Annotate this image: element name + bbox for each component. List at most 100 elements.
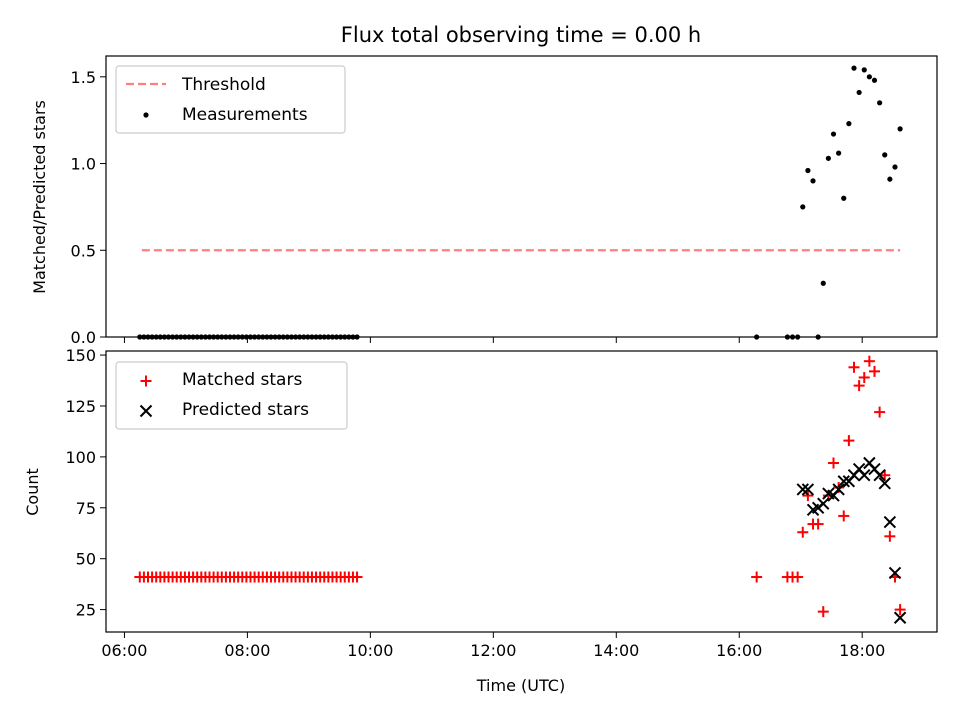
matched-star-point: [853, 380, 865, 392]
matched-star-point: [843, 435, 855, 447]
measurement-point: [846, 121, 852, 127]
bottom-ytick-label: 25: [76, 601, 96, 620]
matched-star-point: [797, 526, 809, 538]
top-ytick-label: 1.5: [71, 68, 96, 87]
measurement-point: [170, 334, 176, 340]
matched-star-point: [894, 604, 906, 616]
matched-star-point: [828, 457, 840, 469]
measurement-point: [877, 100, 883, 106]
matched-star-point: [812, 518, 824, 530]
predicted-star-point: [796, 483, 809, 496]
measurement-point: [206, 334, 213, 340]
bottom-xtick-label: 08:00: [224, 641, 270, 660]
measurement-point: [153, 334, 159, 340]
legend-measurements-label: Measurements: [182, 105, 308, 125]
legend-matched-label: Matched stars: [182, 370, 302, 390]
measurement-point: [321, 334, 327, 340]
measurement-point: [272, 334, 278, 340]
matched-star-point: [792, 571, 804, 583]
bottom-ytick-label: 125: [65, 397, 96, 416]
predicted-star-point: [883, 515, 897, 529]
measurement-point: [841, 195, 847, 201]
top-panel: 0.0 0.5 1.0 1.5 Matched/Predicted stars Thr…: [30, 55, 938, 347]
measurement-point: [145, 334, 151, 340]
measurement-point: [223, 334, 229, 340]
legend-predicted-swatch: [139, 404, 153, 418]
measurement-point: [815, 334, 821, 340]
bottom-ytick-label: 100: [65, 448, 96, 467]
measurement-point: [178, 334, 184, 340]
measurement-point: [856, 89, 862, 96]
measurement-point: [280, 334, 286, 340]
measurement-point: [313, 334, 319, 340]
measurement-point: [305, 334, 311, 340]
measurement-point: [338, 334, 344, 340]
measurement-point: [141, 334, 147, 340]
legend-predicted-label: Predicted stars: [182, 400, 309, 420]
measurement-point: [346, 334, 352, 340]
measurement-point: [215, 334, 221, 340]
predicted-star-point: [873, 469, 886, 482]
measurement-point: [247, 334, 254, 340]
top-axis-ticks: 0.0 0.5 1.0 1.5: [71, 68, 863, 347]
measurement-point: [202, 334, 208, 340]
bottom-legend: Matched stars Predicted stars: [115, 361, 348, 430]
matched-star-point: [838, 510, 850, 522]
measurement-point: [800, 204, 806, 210]
measurement-point: [325, 334, 331, 340]
measurement-point: [350, 334, 356, 340]
measurement-point: [754, 334, 760, 340]
measurement-point: [243, 334, 249, 340]
bottom-ytick-label: 50: [76, 550, 96, 569]
bottom-ytick-label: 150: [65, 346, 96, 365]
measurement-point: [301, 334, 307, 340]
top-plot-frame: [105, 55, 938, 338]
measurement-point: [871, 77, 878, 83]
measurement-point: [251, 334, 258, 340]
measurement-point: [227, 334, 233, 340]
measurement-point: [297, 334, 303, 340]
bottom-xtick-label: 14:00: [593, 641, 639, 660]
measurement-point: [825, 155, 831, 161]
bottom-axis-ticks: 06:00 08:00 10:00 12:00 14:00 16:00 18:00 25 50 7…: [65, 346, 885, 660]
bottom-xtick-label: 18:00: [839, 641, 885, 660]
measurement-point: [194, 334, 200, 340]
predicted-star-point: [832, 483, 845, 496]
matched-star-point: [874, 406, 886, 418]
chart-title: Flux total observing time = 0.00 h: [341, 23, 701, 47]
measurement-point: [317, 334, 323, 340]
measurement-point: [830, 131, 837, 137]
predicted-star-point: [801, 483, 815, 496]
measurement-point: [805, 167, 811, 174]
measurement-point: [186, 334, 192, 340]
top-legend-box: [115, 65, 346, 134]
top-legend: Threshold Measurements: [115, 65, 346, 134]
bottom-legend-box: [115, 361, 348, 430]
measurement-point: [851, 65, 857, 71]
measurement-point: [820, 280, 826, 286]
measurement-point: [235, 334, 241, 340]
matched-star-point: [817, 606, 829, 618]
top-ytick-label: 0.5: [71, 241, 96, 260]
measurement-point: [284, 334, 290, 340]
measurement-point: [810, 178, 816, 184]
measurement-point: [198, 334, 204, 340]
legend-measurements-swatch: [143, 112, 149, 118]
measurement-point: [264, 334, 270, 340]
bottom-xtick-label: 16:00: [716, 641, 762, 660]
predicted-star-point: [858, 469, 871, 482]
bottom-ytick-label: 75: [76, 499, 96, 518]
measurement-point: [789, 334, 796, 340]
x-axis-label: Time (UTC): [476, 676, 565, 695]
measurement-point: [161, 334, 168, 340]
measurement-point: [174, 334, 180, 340]
top-plot-marks: [137, 65, 903, 340]
measurement-point: [190, 334, 196, 340]
measurement-point: [182, 334, 188, 340]
measurement-point: [897, 126, 903, 132]
matched-star-point: [848, 361, 860, 373]
predicted-star-point: [817, 497, 830, 510]
bottom-plot-marks: [134, 355, 907, 624]
measurement-point: [784, 334, 790, 340]
